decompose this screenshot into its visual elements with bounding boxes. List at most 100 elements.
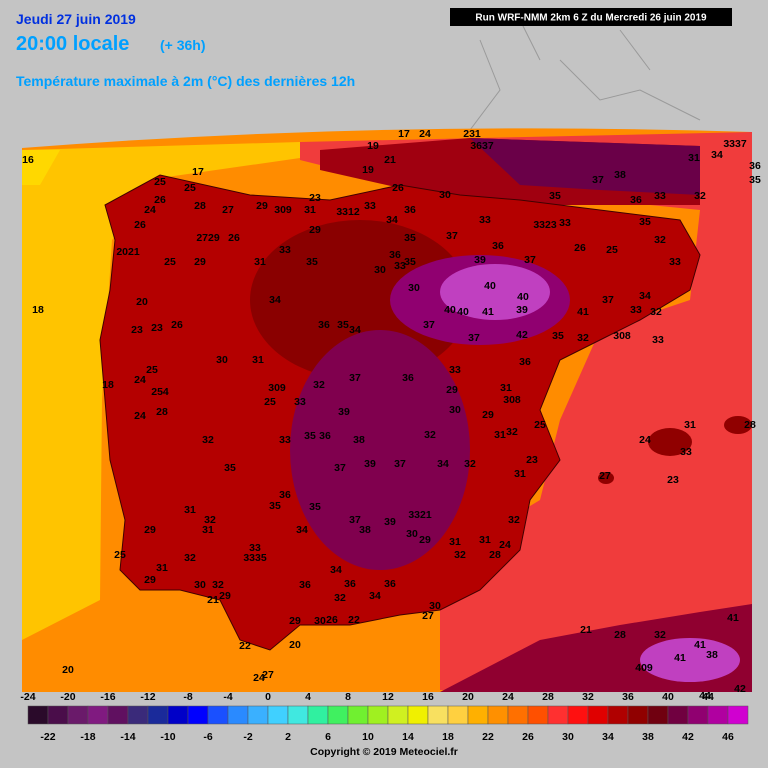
legend-label: 18	[442, 731, 454, 743]
temperature-label: 42	[516, 329, 528, 341]
temperature-label: 33	[654, 190, 666, 202]
temperature-label: 31	[252, 354, 264, 366]
color-swatch	[387, 705, 409, 725]
temperature-label: 30	[314, 615, 326, 627]
temperature-label: 409	[635, 662, 653, 674]
color-swatch	[587, 705, 609, 725]
color-legend: -24 -20 -16 -12 -8 -4 0 4 8 12 16 20 24 28 32 36 40 44-22…	[20, 691, 749, 743]
temperature-label: 38	[353, 434, 365, 446]
temperature-label: 30	[406, 528, 418, 540]
copyright: Copyright © 2019 Meteociel.fr	[310, 746, 458, 758]
temperature-label: 26	[574, 242, 586, 254]
temperature-label: 22	[239, 640, 251, 652]
temperature-label: 309	[274, 204, 292, 216]
legend-label: 46	[722, 731, 734, 743]
temperature-label: 18	[32, 304, 44, 316]
temperature-label: 29	[446, 384, 458, 396]
cool-sea-zone	[22, 150, 60, 185]
offset: (+ 36h)	[160, 37, 206, 53]
temperature-label: 30	[408, 282, 420, 294]
temperature-label: 28	[744, 419, 756, 431]
temperature-label: 29	[256, 200, 268, 212]
temperature-label: 41	[674, 652, 686, 664]
map-title: Température maximale à 2m (°C) des derni…	[16, 73, 355, 89]
color-swatch	[727, 705, 749, 725]
color-swatch	[567, 705, 589, 725]
temperature-label: 34	[296, 524, 308, 536]
legend-label: 12	[382, 691, 394, 703]
temperature-label: 3335	[243, 552, 267, 564]
legend-label: 32	[582, 691, 594, 703]
temperature-label: 33	[680, 446, 692, 458]
legend-label: 26	[522, 731, 534, 743]
color-swatch	[107, 705, 129, 725]
temperature-label: 25	[146, 364, 158, 376]
temperature-label: 24	[144, 204, 156, 216]
legend-label: -10	[160, 731, 175, 743]
time: 20:00 locale	[16, 33, 129, 55]
temperature-label: 33	[449, 364, 461, 376]
very-hot-zone	[440, 264, 550, 320]
color-swatch	[47, 705, 69, 725]
temperature-label: 39	[516, 304, 528, 316]
temperature-label: 36	[319, 430, 331, 442]
temperature-label: 31	[449, 536, 461, 548]
temperature-label: 33	[249, 542, 261, 554]
temperature-label: 38	[706, 649, 718, 661]
temperature-label: 25	[114, 549, 126, 561]
temperature-label: 28	[156, 406, 168, 418]
cool-sea-zone	[22, 142, 300, 640]
temperature-label: 25	[534, 419, 546, 431]
temperature-label: 3637	[470, 140, 494, 152]
legend-label: 14	[402, 731, 414, 743]
temperature-label: 21	[207, 594, 219, 606]
island	[648, 428, 692, 456]
temperature-label: 2021	[116, 246, 140, 258]
temperature-label: 41	[727, 612, 739, 624]
temperature-label: 31	[202, 524, 214, 536]
color-swatch	[427, 705, 449, 725]
legend-label: -16	[100, 691, 115, 703]
legend-label: 10	[362, 731, 374, 743]
temperature-label: 32	[454, 549, 466, 561]
legend-label: -6	[203, 731, 212, 743]
temperature-label: 36	[519, 356, 531, 368]
color-swatch	[647, 705, 669, 725]
temperature-label: 32	[313, 379, 325, 391]
temperature-label: 30	[194, 579, 206, 591]
color-swatch	[187, 705, 209, 725]
temperature-label: 35	[404, 256, 416, 268]
temperature-label: 3323	[533, 219, 557, 231]
temperature-label: 34	[437, 458, 449, 470]
temperature-label: 31	[500, 382, 512, 394]
temperature-label: 35	[306, 256, 318, 268]
hot-zone	[470, 138, 700, 195]
temperature-label: 39	[364, 458, 376, 470]
color-swatch	[327, 705, 349, 725]
temperature-label: 24	[639, 434, 651, 446]
temperature-label: 31	[688, 152, 700, 164]
temperature-label: 37	[349, 514, 361, 526]
temperature-label: 33	[294, 396, 306, 408]
temperature-label: 35	[404, 232, 416, 244]
island	[724, 416, 752, 434]
temperature-label: 40	[444, 304, 456, 316]
temperature-label: 36	[384, 578, 396, 590]
temperature-label: 37	[592, 174, 604, 186]
temperature-label: 20	[289, 639, 301, 651]
temperature-label: 35	[549, 190, 561, 202]
temperature-label: 36	[279, 489, 291, 501]
temperature-label: 31	[156, 562, 168, 574]
temperature-label: 35	[309, 501, 321, 513]
temperature-label: 17	[192, 166, 204, 178]
temperature-label: 32	[654, 629, 666, 641]
temperature-label: 29	[144, 574, 156, 586]
legend-label: -22	[40, 731, 55, 743]
temperature-label: 37	[423, 319, 435, 331]
temperature-label: 24	[499, 539, 511, 551]
temperature-label: 36	[389, 249, 401, 261]
temperature-label: 33	[479, 214, 491, 226]
temperature-label: 30	[429, 600, 441, 612]
temperature-label: 32	[424, 429, 436, 441]
temperature-label: 32	[204, 514, 216, 526]
